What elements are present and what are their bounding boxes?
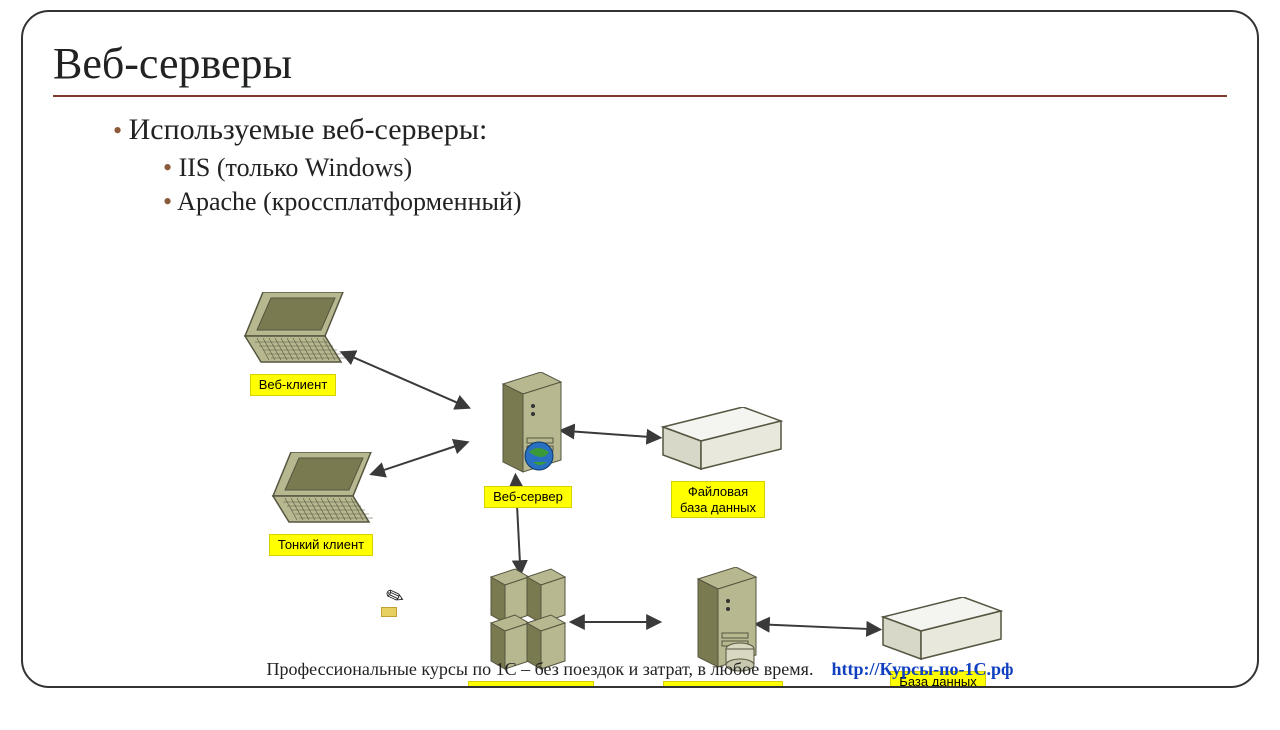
bullet-sub2: Apache (кроссплатформенный) (163, 187, 1227, 217)
bullet-sub2-text: Apache (кроссплатформенный) (177, 187, 521, 216)
node-web_client: Веб-клиент (233, 292, 353, 396)
node-cluster-label: Кластер серверов«1С:Предприятие 8» (468, 681, 594, 688)
bullet-main: Используемые веб-серверы: IIS (только Wi… (113, 113, 1227, 217)
slide-title: Веб-серверы (53, 38, 1227, 89)
bullet-sub1-text: IIS (только Windows) (179, 153, 413, 182)
node-file_db: Файловаябаза данных (653, 407, 783, 518)
footer-link[interactable]: http://Курсы-по-1С.рф (831, 659, 1013, 679)
bullet-sub1: IIS (только Windows) (163, 153, 1227, 183)
footer: Профессиональные курсы по 1С – без поезд… (23, 659, 1257, 680)
bullet-list: Используемые веб-серверы: IIS (только Wi… (113, 113, 1227, 217)
node-db_server-label: Сервер баз данных (663, 681, 783, 688)
title-rule (53, 95, 1227, 97)
node-web_server: Веб-сервер (468, 372, 588, 508)
eraser-icon (381, 607, 397, 617)
node-file_db-label: Файловаябаза данных (671, 481, 765, 518)
node-thin_client-label: Тонкий клиент (269, 534, 373, 556)
bullet-main-text: Используемые веб-серверы: (129, 113, 488, 146)
node-web_client-label: Веб-клиент (250, 374, 337, 396)
slide-frame: Веб-серверы Используемые веб-серверы: II… (21, 10, 1259, 688)
footer-text: Профессиональные курсы по 1С – без поезд… (267, 659, 814, 679)
node-web_server-label: Веб-сервер (484, 486, 572, 508)
node-thin_client: Тонкий клиент (261, 452, 381, 556)
